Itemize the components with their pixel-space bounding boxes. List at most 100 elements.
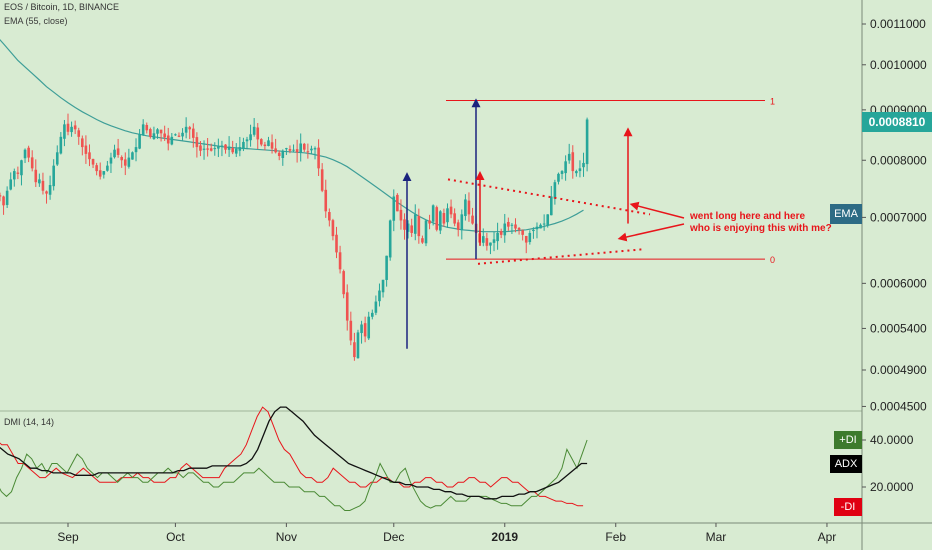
entry-pointer-arrow — [617, 223, 685, 242]
candle-body — [449, 206, 453, 215]
candle-body — [55, 152, 59, 165]
candle-body — [23, 149, 27, 159]
candle-body — [535, 226, 539, 230]
candle-body — [342, 271, 345, 295]
candle-body — [360, 324, 363, 334]
candle-body — [166, 135, 170, 144]
candle-body — [9, 179, 13, 190]
candle-body — [217, 146, 220, 149]
candle-body — [52, 165, 55, 187]
candle-body — [528, 232, 532, 243]
candle-body — [263, 144, 267, 147]
price-tick-label: 0.0005400 — [870, 321, 927, 335]
fib-level-0-label: 0 — [770, 255, 775, 265]
candle-body — [492, 239, 496, 243]
candle-body — [410, 225, 413, 233]
candle-body — [184, 126, 188, 133]
candle-body — [238, 147, 242, 151]
time-tick-label: Apr — [818, 530, 837, 544]
candle-body — [220, 145, 224, 147]
candle-body — [141, 124, 145, 136]
time-tick-label: Mar — [706, 530, 727, 544]
candle-body — [73, 125, 77, 130]
candle-body — [507, 221, 510, 227]
candle-body — [20, 160, 23, 176]
dmi-study-label: DMI (14, 14) — [4, 417, 55, 427]
candle-body — [245, 139, 249, 142]
candle-body — [564, 161, 567, 174]
candle-body — [116, 148, 120, 155]
candle-body — [424, 220, 428, 244]
triangle-upper-trendline — [447, 178, 651, 216]
candle-body — [317, 147, 320, 169]
candle-body — [270, 142, 274, 149]
candle-body — [302, 143, 306, 150]
candle-body — [84, 145, 88, 154]
candle-body — [41, 180, 45, 191]
candle-body — [546, 214, 550, 226]
candle-body — [88, 152, 91, 160]
candle-body — [231, 148, 234, 153]
candle-body — [381, 279, 385, 293]
candle-body — [34, 169, 38, 183]
candle-body — [152, 133, 156, 139]
candle-body — [98, 170, 102, 177]
time-tick-label: Feb — [605, 530, 626, 544]
candle-body — [213, 148, 217, 150]
annotation-line-2: who is enjoying this with me? — [689, 223, 832, 234]
candle-body — [496, 232, 499, 242]
candle-body — [77, 130, 81, 137]
candle-body — [396, 194, 399, 212]
candle-body — [575, 171, 578, 174]
candle-body — [539, 224, 542, 229]
candle-body — [252, 126, 256, 135]
candle-body — [95, 165, 98, 172]
candle-body — [13, 171, 16, 180]
candle-body — [331, 220, 335, 237]
candle-body — [313, 148, 317, 150]
candle-body — [224, 144, 227, 150]
plus-di-line — [0, 439, 588, 511]
dmi-tick-label: 20.0000 — [870, 480, 914, 494]
candle-body — [292, 149, 295, 151]
candle-body — [560, 171, 564, 174]
candle-body — [48, 185, 52, 195]
candle-body — [467, 200, 471, 215]
candle-body — [138, 134, 141, 149]
candle-body — [446, 208, 449, 223]
candle-body — [392, 196, 396, 221]
candle-body — [399, 209, 403, 221]
candle-body — [510, 224, 514, 226]
candle-body — [413, 214, 417, 234]
candle-body — [306, 151, 310, 153]
candle-body — [288, 149, 292, 151]
candle-body — [27, 147, 30, 158]
candle-body — [16, 172, 20, 174]
price-tick-label: 0.0004900 — [870, 363, 927, 377]
candle-body — [374, 301, 378, 313]
triangle-lower-trendline — [477, 248, 646, 265]
candle-body — [91, 158, 95, 165]
candle-body — [356, 332, 360, 359]
candle-body — [371, 312, 374, 317]
candle-body — [532, 229, 535, 232]
price-tick-label: 0.0004500 — [870, 399, 927, 413]
candle-body — [0, 195, 2, 197]
candle-body — [131, 152, 134, 160]
candle-body — [471, 215, 474, 224]
candle-body — [156, 129, 159, 134]
candle-body — [285, 148, 288, 150]
symbol-title: EOS / Bitcoin, 1D, BINANCE — [4, 2, 120, 12]
candle-body — [106, 165, 109, 171]
time-tick-label: Oct — [166, 530, 185, 544]
candle-body — [521, 230, 524, 235]
candle-body — [557, 173, 560, 182]
last-price-tag: 0.0008810 — [862, 112, 932, 132]
adx-tag: ADX — [830, 455, 862, 473]
candle-body — [320, 169, 324, 191]
candle-body — [174, 134, 177, 136]
candle-body — [485, 238, 489, 246]
minus-di-line — [0, 406, 584, 507]
